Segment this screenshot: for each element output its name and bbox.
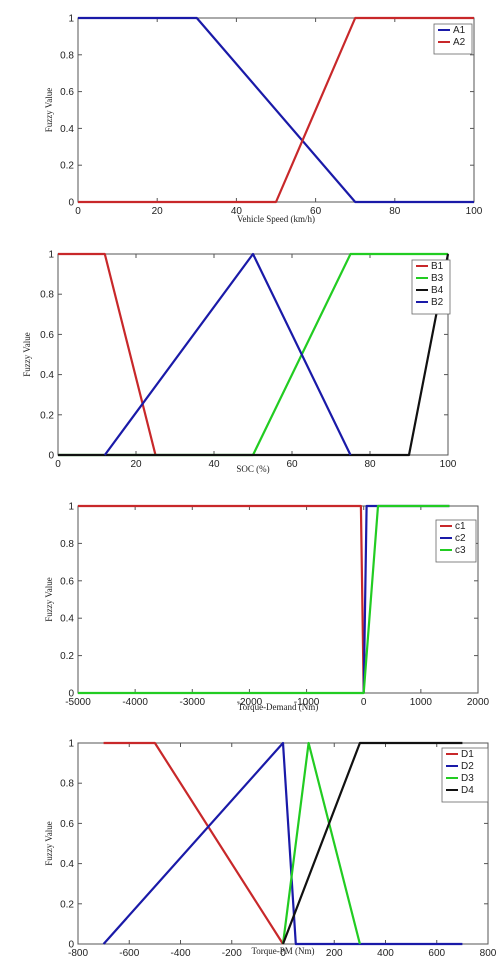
x-tick-label: 100 <box>466 206 483 217</box>
series-line-a2 <box>78 16 474 204</box>
series-line-b4 <box>58 253 450 457</box>
chart-3: 0 0.2 0.4 0.6 0.8 1 -5000 -4000 -3000 -2000 -1000 0… <box>44 502 490 713</box>
legend-label-b2: B2 <box>431 297 444 308</box>
y-tick-label: 0 <box>68 940 74 951</box>
x-tick-label: 80 <box>389 206 401 217</box>
legend-box <box>411 259 451 315</box>
y-tick-label: 0.8 <box>40 290 54 301</box>
series-line-a1 <box>78 16 474 204</box>
y-tick-label: 0.2 <box>60 899 74 910</box>
x-tick-label: 100 <box>440 459 457 470</box>
legend-label-d3: D3 <box>461 773 474 784</box>
x-tick-label: 80 <box>364 459 376 470</box>
y-tick-label: 0.2 <box>60 161 74 172</box>
x-tick-label: 40 <box>208 459 220 470</box>
x-tick-label: -5000 <box>65 697 91 708</box>
series-line-d3 <box>281 741 361 945</box>
x-tick-label: 60 <box>310 206 322 217</box>
series-line-d4 <box>281 741 463 945</box>
legend-label-d1: D1 <box>461 749 474 760</box>
x-tick-label: -600 <box>119 948 139 959</box>
plot-frame <box>57 253 449 456</box>
x-axis-label: Torque-Demand (Nm) <box>238 702 319 712</box>
x-tick-label: 0 <box>280 948 286 959</box>
y-tick-label: 0.4 <box>40 370 54 381</box>
x-tick-label: 40 <box>231 206 243 217</box>
legend-label-d2: D2 <box>461 761 474 772</box>
x-tick-label: 60 <box>286 459 298 470</box>
y-tick-label: 0.2 <box>60 651 74 662</box>
legend-label-c3: c3 <box>455 545 466 556</box>
x-tick-label: 800 <box>480 948 497 959</box>
x-tick-label: 200 <box>326 948 343 959</box>
y-tick-label: 0.8 <box>60 50 74 61</box>
x-tick-label: -4000 <box>122 697 148 708</box>
legend-label-a1: A1 <box>453 25 466 36</box>
x-tick-label: -2000 <box>237 697 263 708</box>
series-line-d2 <box>102 741 463 946</box>
series-line-c1 <box>78 504 365 694</box>
series-line-b2 <box>103 252 352 456</box>
x-tick-label: 20 <box>152 206 164 217</box>
chart-4: 0 0.2 0.4 0.6 0.8 1 -800 -600 -400 -200 0 200 400 600… <box>44 739 497 960</box>
series-line-b1 <box>58 252 157 456</box>
y-tick-label: 0.4 <box>60 614 74 625</box>
x-axis-label: SOC (%) <box>236 464 269 474</box>
y-tick-label: 1 <box>48 250 54 261</box>
legend-label-c2: c2 <box>455 533 466 544</box>
x-tick-label: 0 <box>361 697 367 708</box>
x-tick-label: 20 <box>130 459 142 470</box>
y-axis-label: Fuzzy Value <box>44 821 54 866</box>
chart-2: 0 0.2 0.4 0.6 0.8 1 0 20 40 60 80 100 SOC (%) Fuzzy V… <box>22 250 457 475</box>
y-tick-label: 1 <box>68 502 74 513</box>
legend-label-b3: B3 <box>431 273 444 284</box>
y-tick-label: 0.6 <box>60 576 74 587</box>
y-tick-label: 0.6 <box>40 330 54 341</box>
x-tick-label: 400 <box>377 948 394 959</box>
chart-1: 0 0.2 0.4 0.6 0.8 1 0 20 40 60 80 100 Vehicle Speed … <box>44 14 483 225</box>
x-tick-label: 2000 <box>467 697 490 708</box>
x-tick-label: 600 <box>428 948 445 959</box>
x-tick-label: -800 <box>68 948 88 959</box>
legend-box <box>441 747 489 803</box>
legend-label-b4: B4 <box>431 285 444 296</box>
y-tick-label: 0.8 <box>60 779 74 790</box>
legend-label-b1: B1 <box>431 261 444 272</box>
y-tick-label: 0.8 <box>60 539 74 550</box>
y-axis-label: Fuzzy Value <box>44 577 54 622</box>
plot-frame <box>77 742 489 945</box>
y-tick-label: 1 <box>68 739 74 750</box>
x-tick-label: 0 <box>75 206 81 217</box>
y-tick-label: 0 <box>68 198 74 209</box>
series-line-c3 <box>78 504 450 695</box>
y-tick-label: 0.6 <box>60 819 74 830</box>
y-tick-label: 1 <box>68 14 74 25</box>
legend-label-d4: D4 <box>461 785 474 796</box>
y-tick-label: 0.2 <box>40 410 54 421</box>
x-axis-label: Vehicle Speed (km/h) <box>237 214 315 224</box>
y-tick-label: 0.4 <box>60 859 74 870</box>
legend-label-c1: c1 <box>455 521 466 532</box>
x-tick-label: 1000 <box>410 697 433 708</box>
y-tick-label: 0 <box>48 451 54 462</box>
series-line-d1 <box>103 741 284 945</box>
x-tick-label: 0 <box>55 459 61 470</box>
y-axis-label: Fuzzy Value <box>22 332 32 377</box>
legend-label-a2: A2 <box>453 37 466 48</box>
x-tick-label: -400 <box>170 948 190 959</box>
plot-frame <box>77 505 479 694</box>
y-tick-label: 0 <box>68 689 74 700</box>
x-axis-label: Torque-PM (Nm) <box>251 946 314 956</box>
x-tick-label: -3000 <box>179 697 205 708</box>
y-tick-label: 0.4 <box>60 124 74 135</box>
x-tick-label: -200 <box>222 948 242 959</box>
x-tick-label: -1000 <box>294 697 320 708</box>
y-tick-label: 0.6 <box>60 87 74 98</box>
y-axis-label: Fuzzy Value <box>44 88 54 133</box>
